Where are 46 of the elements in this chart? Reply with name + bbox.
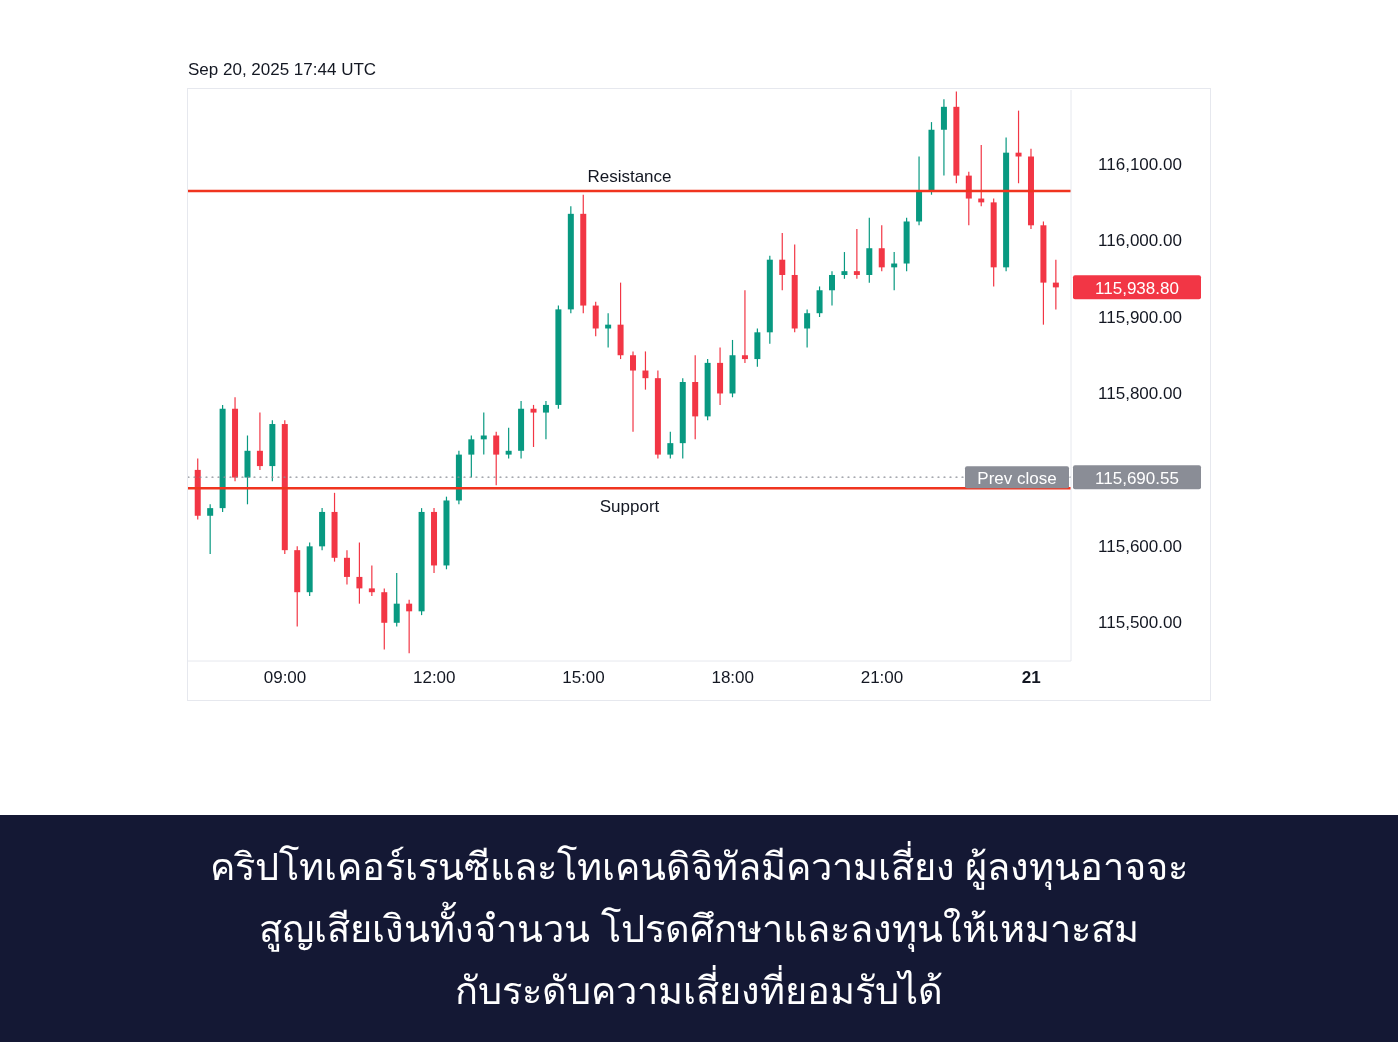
y-tick-label: 115,690.55: [1095, 468, 1179, 488]
y-tick-label: 115,800.00: [1098, 383, 1182, 403]
candlestick: [493, 431, 500, 486]
candlestick: [505, 427, 512, 460]
ref-line-label: Support: [599, 496, 660, 516]
y-tick-label: 116,100.00: [1098, 154, 1182, 174]
candlestick: [779, 232, 786, 291]
candlestick: [530, 404, 537, 448]
y-tick-label: 115,900.00: [1098, 307, 1182, 327]
candlestick: [878, 224, 885, 272]
candlestick: [207, 503, 214, 555]
candlestick: [356, 541, 363, 605]
candlestick: [642, 350, 649, 391]
footer-panel: คริปโทเคอร์เรนซีและโทเคนดิจิทัลมีความเสี่ยง ผู้ลงทุนอาจจะ สูญเสียเงินทั้งจำนวน โปรดศึกษาและลงทุนให้เหมาะสม กับระดับความเสี่ยงที่ยอมรับได้: [0, 815, 1398, 1042]
y-tick-label: 116,000.00: [1098, 231, 1182, 251]
candlestick: [741, 289, 748, 364]
candlestick: [368, 564, 375, 597]
x-tick-label: 12:00: [412, 668, 456, 687]
candlestick: [965, 171, 972, 226]
x-tick-label: 21: [1021, 668, 1041, 687]
candlestick: [592, 301, 599, 337]
candlestick: [256, 411, 263, 471]
x-tick-label: 15:00: [562, 668, 605, 687]
candlestick: [468, 434, 475, 479]
candlestick: [853, 228, 860, 280]
ref-line-label: Prev close: [977, 468, 1057, 488]
candlestick: [393, 572, 400, 628]
candlestick: [841, 251, 848, 280]
chart-title: Sep 20, 2025 17:44 UTC: [188, 60, 377, 80]
y-tick-label: 115,600.00: [1098, 536, 1182, 556]
y-tick-label: 115,938.80: [1095, 278, 1179, 298]
candlestick: [542, 400, 549, 440]
candlestick: [667, 431, 674, 460]
x-tick-label: 21:00: [860, 668, 904, 687]
candlestick: [343, 549, 350, 586]
candlestick: [804, 308, 811, 349]
candlestick: [630, 350, 637, 433]
candlestick: [940, 98, 947, 177]
ref-line-label: Resistance: [587, 167, 672, 187]
candlestick: [816, 285, 823, 318]
candlestick: [406, 599, 413, 654]
y-tick-label: 115,500.00: [1098, 613, 1182, 633]
x-tick-label: 18:00: [711, 668, 754, 687]
x-tick-label: 09:00: [263, 668, 307, 687]
candlestick: [829, 270, 835, 307]
candlestick: [1015, 110, 1022, 184]
